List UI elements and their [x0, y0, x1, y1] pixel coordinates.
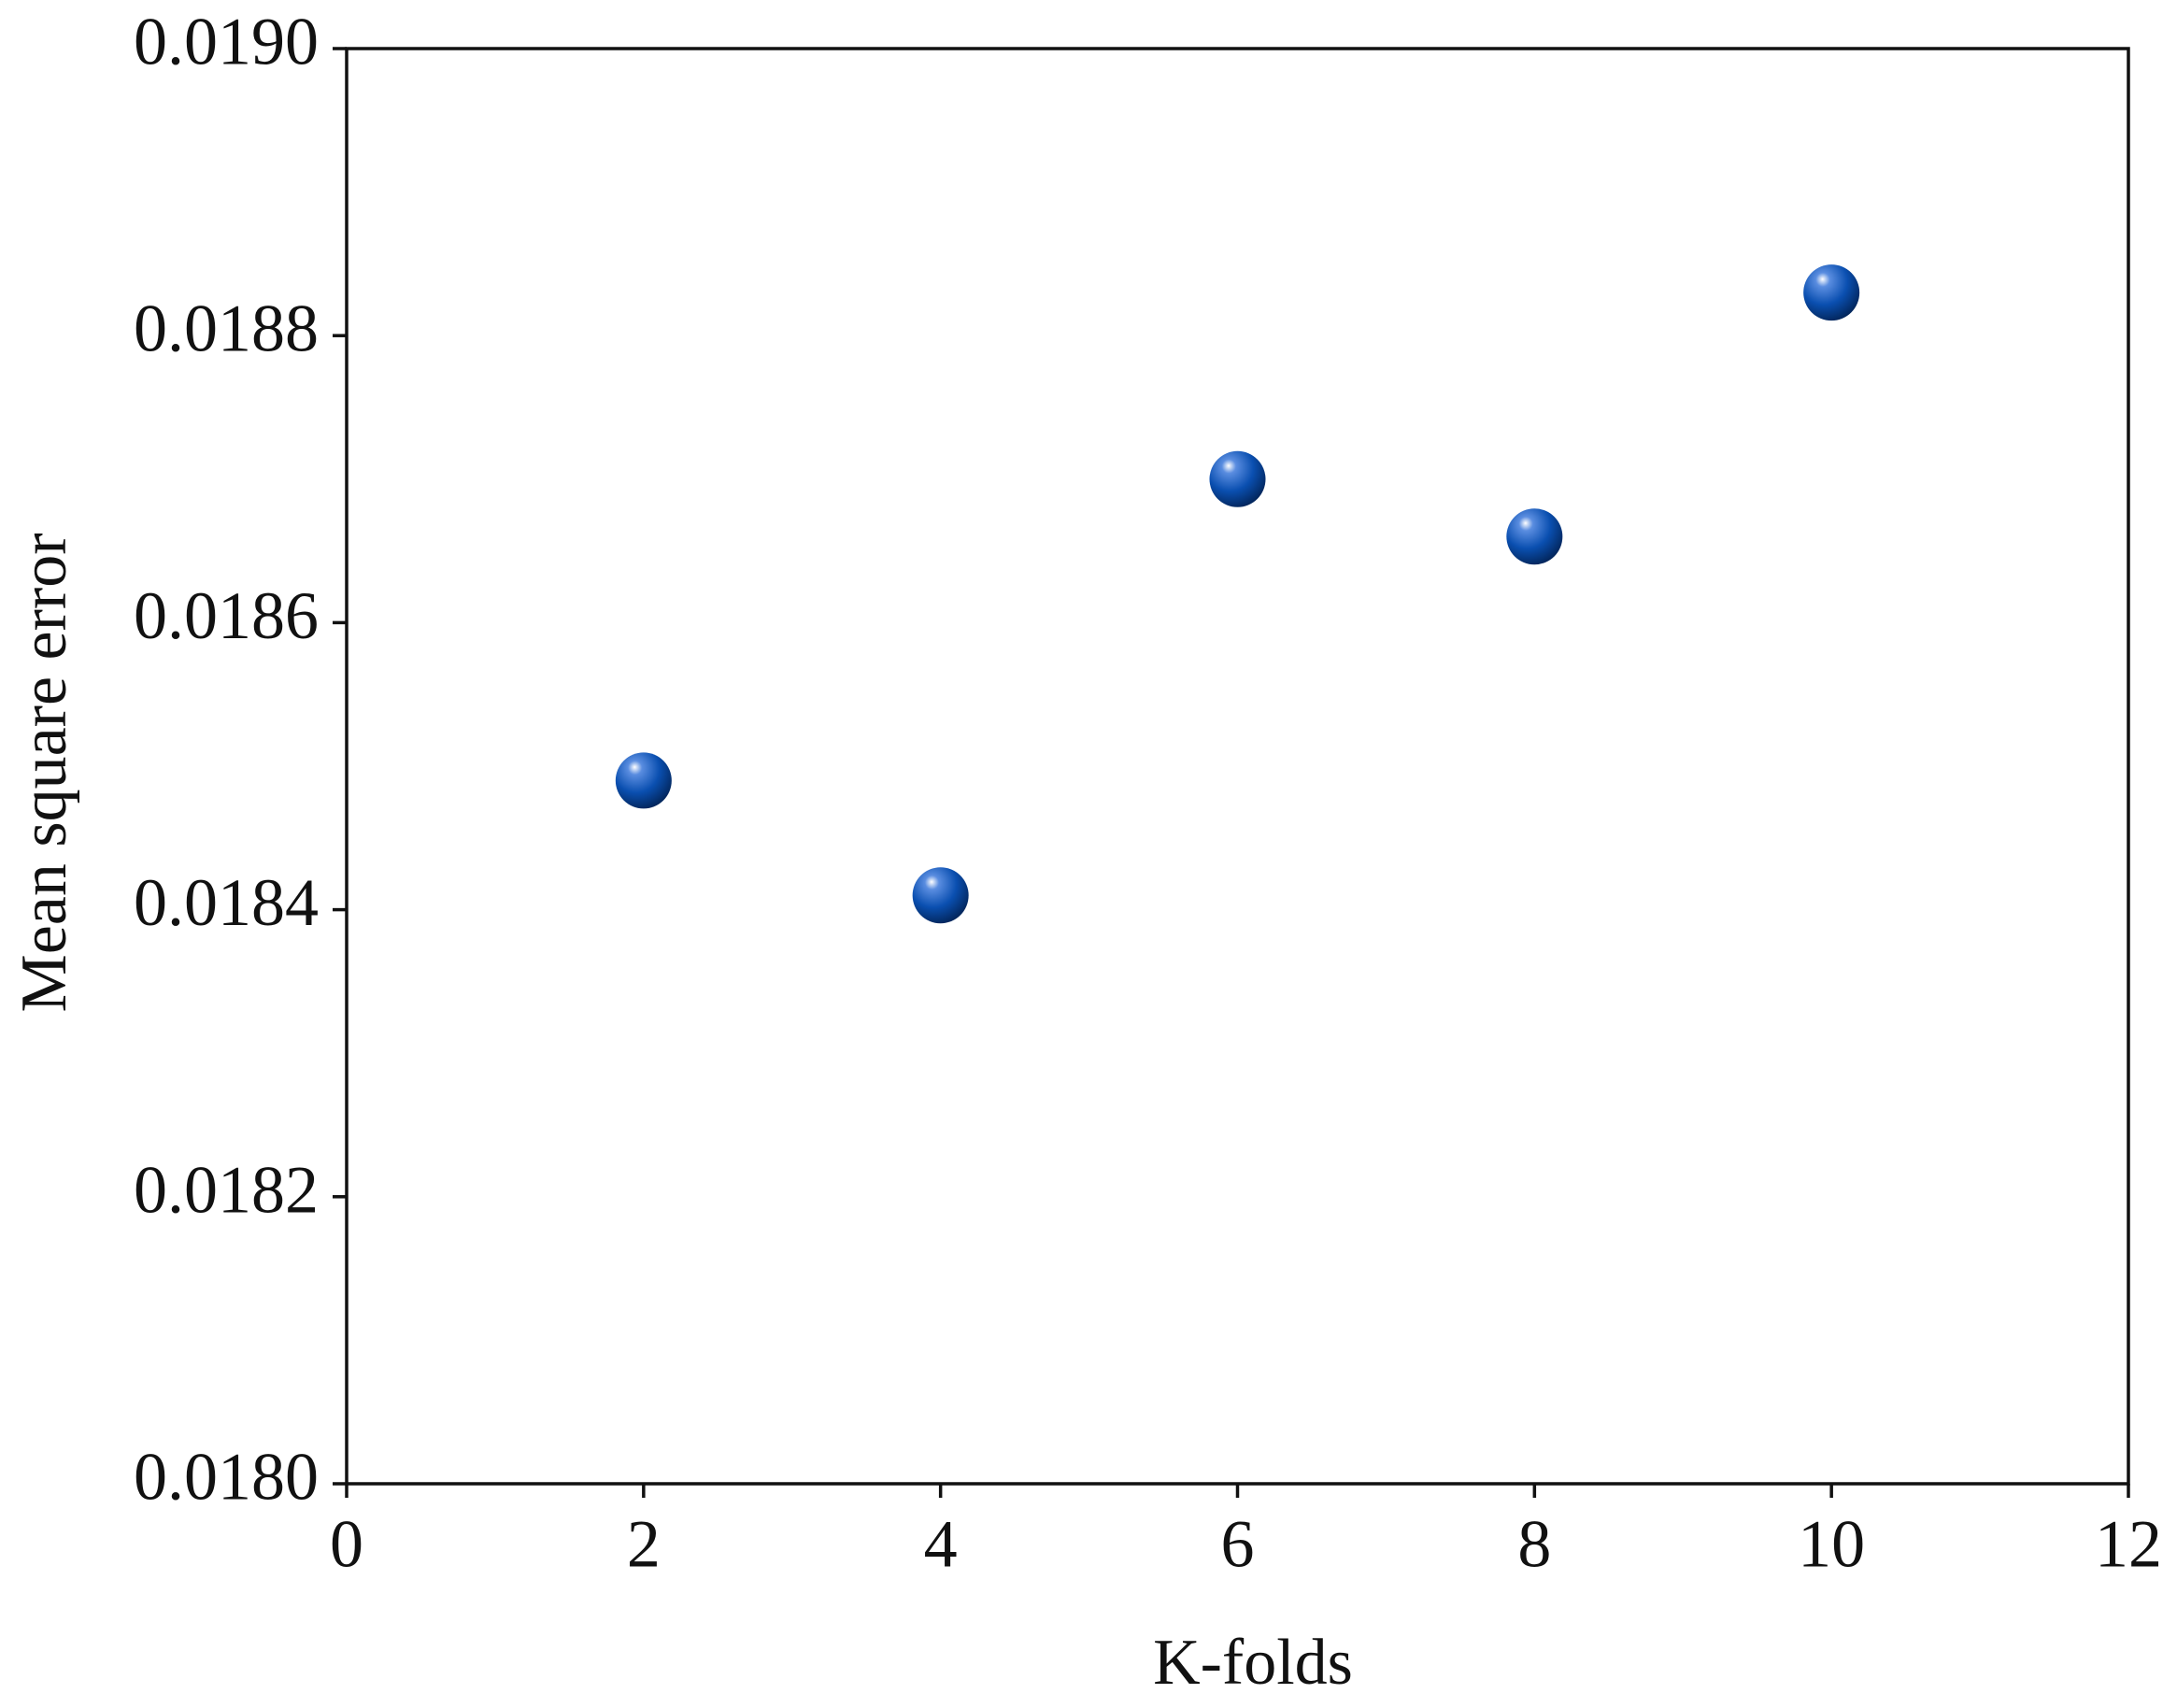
x-tick-label: 8: [1517, 1507, 1551, 1582]
data-point: [615, 752, 672, 809]
data-point: [1506, 508, 1563, 565]
data-point: [912, 867, 969, 924]
data-point: [1803, 264, 1860, 321]
y-tick-label: 0.0190: [134, 5, 319, 79]
x-tick-label: 6: [1221, 1507, 1255, 1582]
y-axis-label: Mean square error: [8, 533, 80, 1012]
x-tick-label: 10: [1798, 1507, 1865, 1582]
x-tick-label: 12: [2095, 1507, 2162, 1582]
x-tick-label: 2: [627, 1507, 661, 1582]
x-tick-label: 0: [330, 1507, 363, 1582]
x-axis-label: K-folds: [1153, 1627, 1353, 1699]
y-tick-label: 0.0184: [134, 865, 319, 940]
x-tick-label: 4: [924, 1507, 958, 1582]
plot-frame: [345, 47, 2130, 1486]
y-tick-label: 0.0180: [134, 1440, 319, 1515]
y-tick-label: 0.0182: [134, 1152, 319, 1227]
y-tick-label: 0.0186: [134, 578, 319, 653]
data-point: [1209, 450, 1266, 507]
y-tick-label: 0.0188: [134, 292, 319, 366]
